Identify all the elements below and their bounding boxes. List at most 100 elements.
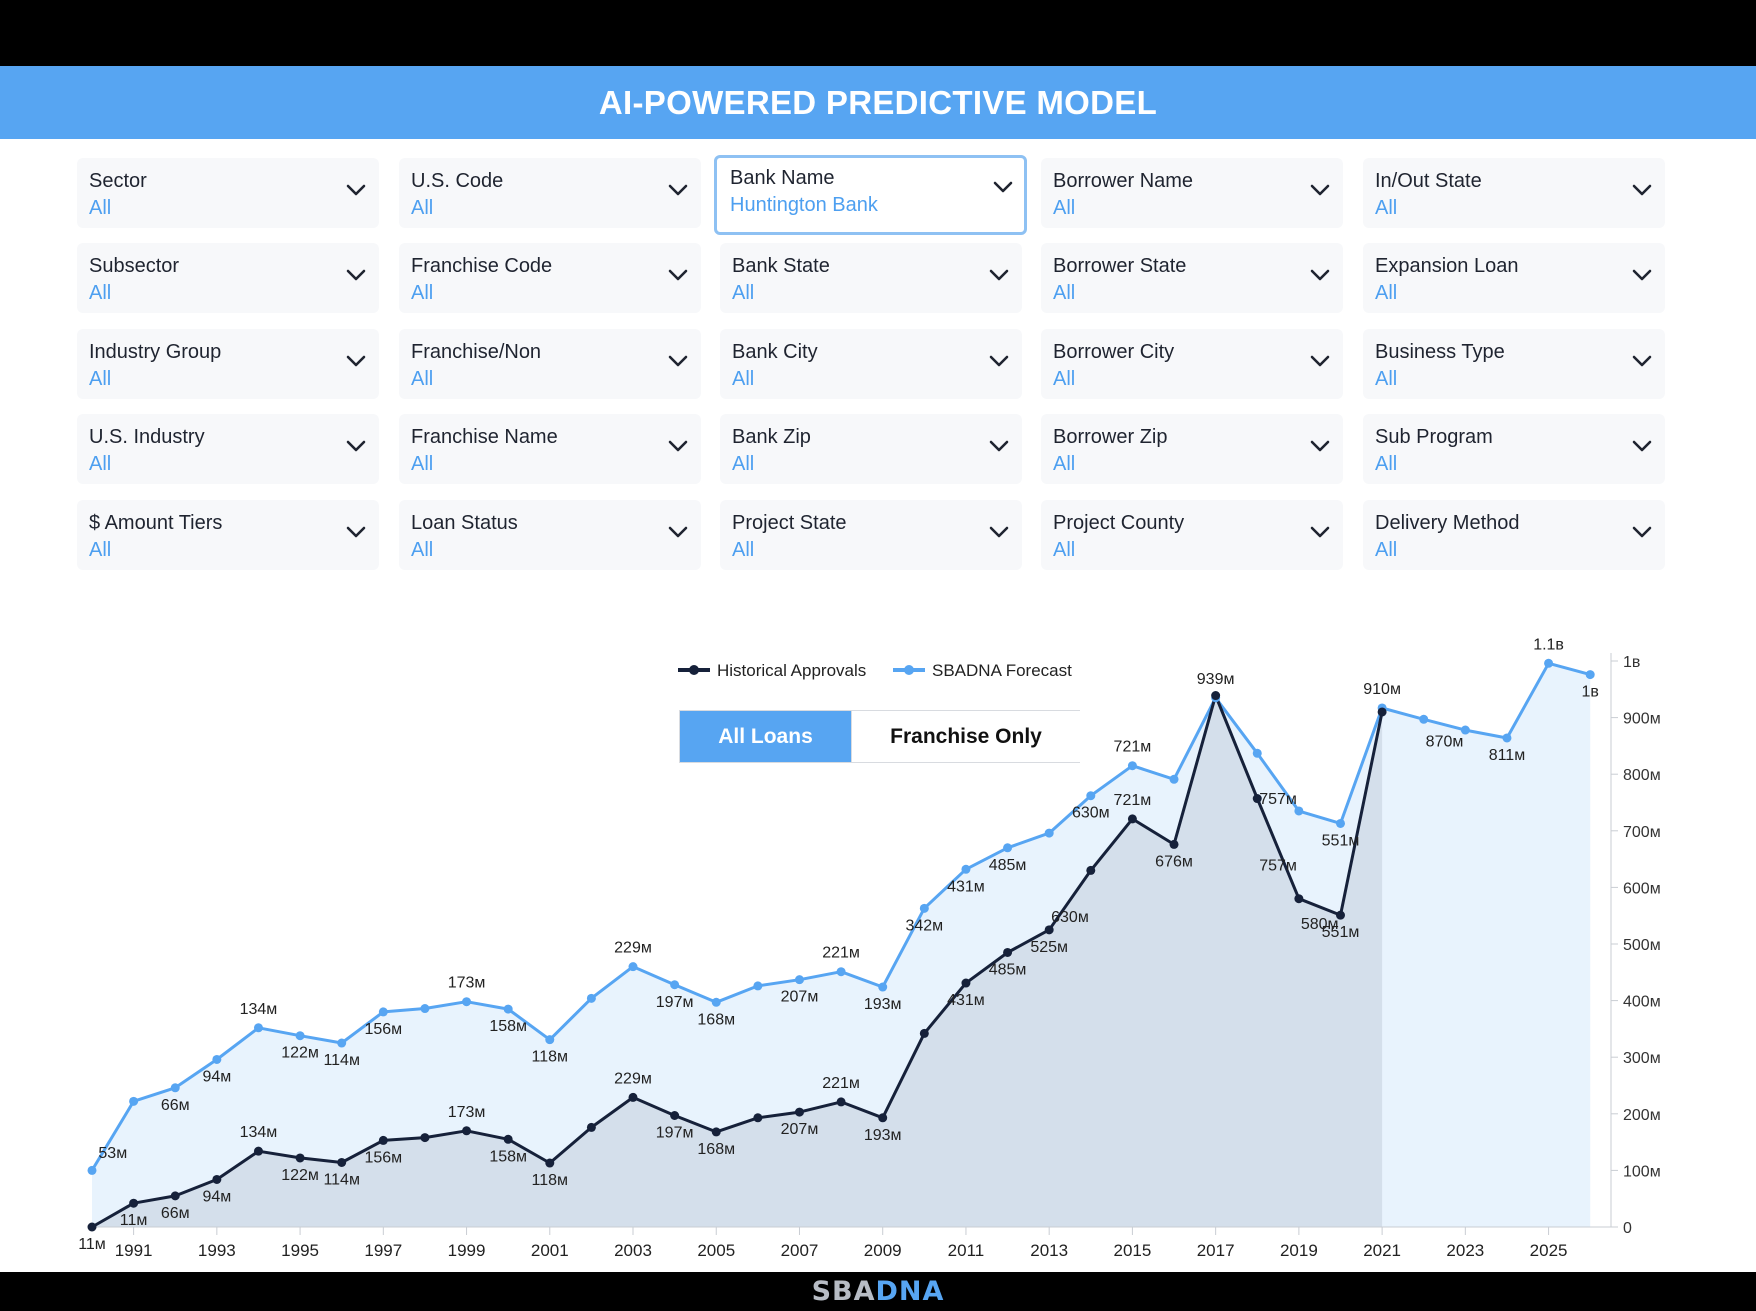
forecast-point bbox=[1419, 714, 1429, 724]
filter-franchise-code[interactable]: Franchise Code All bbox=[399, 243, 701, 313]
filter-label: Sector bbox=[89, 170, 147, 192]
filter-business-type[interactable]: Business Type All bbox=[1363, 329, 1665, 399]
historical-data-label: 207м bbox=[781, 1121, 819, 1138]
filter-borrower-state[interactable]: Borrower State All bbox=[1041, 243, 1343, 313]
forecast-point bbox=[1169, 774, 1179, 784]
historical-data-label: 156м bbox=[364, 1149, 402, 1166]
filter-value: All bbox=[411, 282, 434, 304]
filter-amount-tiers[interactable]: $ Amount Tiers All bbox=[77, 500, 379, 570]
historical-point bbox=[836, 1097, 846, 1107]
filter-label: Bank State bbox=[732, 255, 830, 277]
chevron-down-icon bbox=[668, 184, 688, 196]
filter-borrower-name[interactable]: Borrower Name All bbox=[1041, 158, 1343, 228]
filter-bank-zip[interactable]: Bank Zip All bbox=[720, 414, 1022, 484]
filter-bank-name[interactable]: Bank Name Huntington Bank bbox=[714, 155, 1027, 235]
filter-sector[interactable]: Sector All bbox=[77, 158, 379, 228]
filter-label: Bank Zip bbox=[732, 426, 811, 448]
filter-value: All bbox=[89, 197, 112, 219]
forecast-data-label: 431м bbox=[947, 878, 985, 895]
forecast-data-label: 156м bbox=[364, 1021, 402, 1038]
forecast-data-label: 168м bbox=[697, 1011, 735, 1028]
forecast-data-label: 66м bbox=[161, 1097, 190, 1114]
forecast-point bbox=[670, 980, 680, 990]
forecast-point bbox=[170, 1083, 180, 1093]
filter-value: All bbox=[732, 539, 755, 561]
forecast-point bbox=[1460, 725, 1470, 735]
historical-data-label: 94м bbox=[202, 1188, 231, 1205]
chevron-down-icon bbox=[989, 526, 1009, 538]
forecast-data-label: 94м bbox=[202, 1068, 231, 1085]
chevron-down-icon bbox=[989, 269, 1009, 281]
y-tick-label: 800м bbox=[1623, 767, 1661, 784]
historical-point bbox=[670, 1110, 680, 1120]
chevron-down-icon bbox=[1632, 440, 1652, 452]
x-tick-label: 2005 bbox=[697, 1241, 735, 1260]
forecast-point bbox=[753, 981, 763, 991]
historical-point bbox=[1335, 910, 1345, 920]
filter-bank-state[interactable]: Bank State All bbox=[720, 243, 1022, 313]
forecast-point bbox=[836, 967, 846, 977]
franchise-only-button[interactable]: Franchise Only bbox=[851, 711, 1080, 762]
forecast-data-label: 122м bbox=[281, 1045, 319, 1062]
filter-label: Borrower Name bbox=[1053, 170, 1194, 192]
x-tick-label: 2023 bbox=[1446, 1241, 1484, 1260]
filter-label: In/Out State bbox=[1375, 170, 1482, 192]
historical-point bbox=[1252, 794, 1262, 804]
historical-point bbox=[1377, 707, 1387, 717]
filter-loan-status[interactable]: Loan Status All bbox=[399, 500, 701, 570]
forecast-point bbox=[586, 993, 596, 1003]
filter-label: Borrower State bbox=[1053, 255, 1187, 277]
filter-sub-program[interactable]: Sub Program All bbox=[1363, 414, 1665, 484]
filter-u-s-industry[interactable]: U.S. Industry All bbox=[77, 414, 379, 484]
chevron-down-icon bbox=[1632, 526, 1652, 538]
filter-bank-city[interactable]: Bank City All bbox=[720, 329, 1022, 399]
forecast-data-label: 118м bbox=[532, 1049, 569, 1066]
x-tick-label: 2011 bbox=[948, 1241, 985, 1260]
x-tick-label: 1995 bbox=[281, 1241, 319, 1260]
historical-data-label: 66м bbox=[161, 1205, 190, 1222]
filter-project-state[interactable]: Project State All bbox=[720, 500, 1022, 570]
legend-forecast-label: SBADNA Forecast bbox=[932, 661, 1072, 680]
historical-point bbox=[420, 1133, 430, 1143]
filter-in-out-state[interactable]: In/Out State All bbox=[1363, 158, 1665, 228]
chevron-down-icon bbox=[993, 181, 1013, 193]
filter-project-county[interactable]: Project County All bbox=[1041, 500, 1343, 570]
chevron-down-icon bbox=[1310, 184, 1330, 196]
filter-borrower-city[interactable]: Borrower City All bbox=[1041, 329, 1343, 399]
historical-point bbox=[711, 1127, 721, 1137]
forecast-point bbox=[1127, 761, 1137, 771]
footer: SBADNA bbox=[0, 1272, 1756, 1311]
filter-franchise-name[interactable]: Franchise Name All bbox=[399, 414, 701, 484]
loan-type-toggle: All Loans Franchise Only bbox=[679, 710, 1080, 763]
chevron-down-icon bbox=[989, 440, 1009, 452]
historical-point bbox=[462, 1126, 472, 1136]
filter-borrower-zip[interactable]: Borrower Zip All bbox=[1041, 414, 1343, 484]
filter-u-s-code[interactable]: U.S. Code All bbox=[399, 158, 701, 228]
filter-franchise-non[interactable]: Franchise/Non All bbox=[399, 329, 701, 399]
historical-point bbox=[794, 1107, 804, 1117]
filter-subsector[interactable]: Subsector All bbox=[77, 243, 379, 313]
chevron-down-icon bbox=[1310, 355, 1330, 367]
chevron-down-icon bbox=[668, 526, 688, 538]
historical-point bbox=[1211, 691, 1221, 701]
filter-industry-group[interactable]: Industry Group All bbox=[77, 329, 379, 399]
filter-value: All bbox=[411, 539, 434, 561]
forecast-point bbox=[1585, 670, 1595, 680]
filter-label: Franchise/Non bbox=[411, 341, 542, 363]
chevron-down-icon bbox=[346, 440, 366, 452]
chevron-down-icon bbox=[1632, 355, 1652, 367]
forecast-data-label: 134м bbox=[240, 1001, 278, 1018]
y-tick-label: 900м bbox=[1623, 711, 1661, 728]
filter-value: All bbox=[89, 368, 112, 390]
filter-expansion-loan[interactable]: Expansion Loan All bbox=[1363, 243, 1665, 313]
forecast-data-label: 485м bbox=[989, 857, 1027, 874]
forecast-point bbox=[1294, 806, 1304, 816]
filter-delivery-method[interactable]: Delivery Method All bbox=[1363, 500, 1665, 570]
y-tick-label: 0 bbox=[1623, 1220, 1632, 1237]
forecast-data-label: 1в bbox=[1581, 684, 1598, 701]
all-loans-button[interactable]: All Loans bbox=[680, 711, 851, 762]
forecast-data-label: 207м bbox=[781, 989, 819, 1006]
filter-label: Bank City bbox=[732, 341, 818, 363]
y-tick-label: 1в bbox=[1623, 654, 1640, 671]
filter-value: All bbox=[89, 282, 112, 304]
